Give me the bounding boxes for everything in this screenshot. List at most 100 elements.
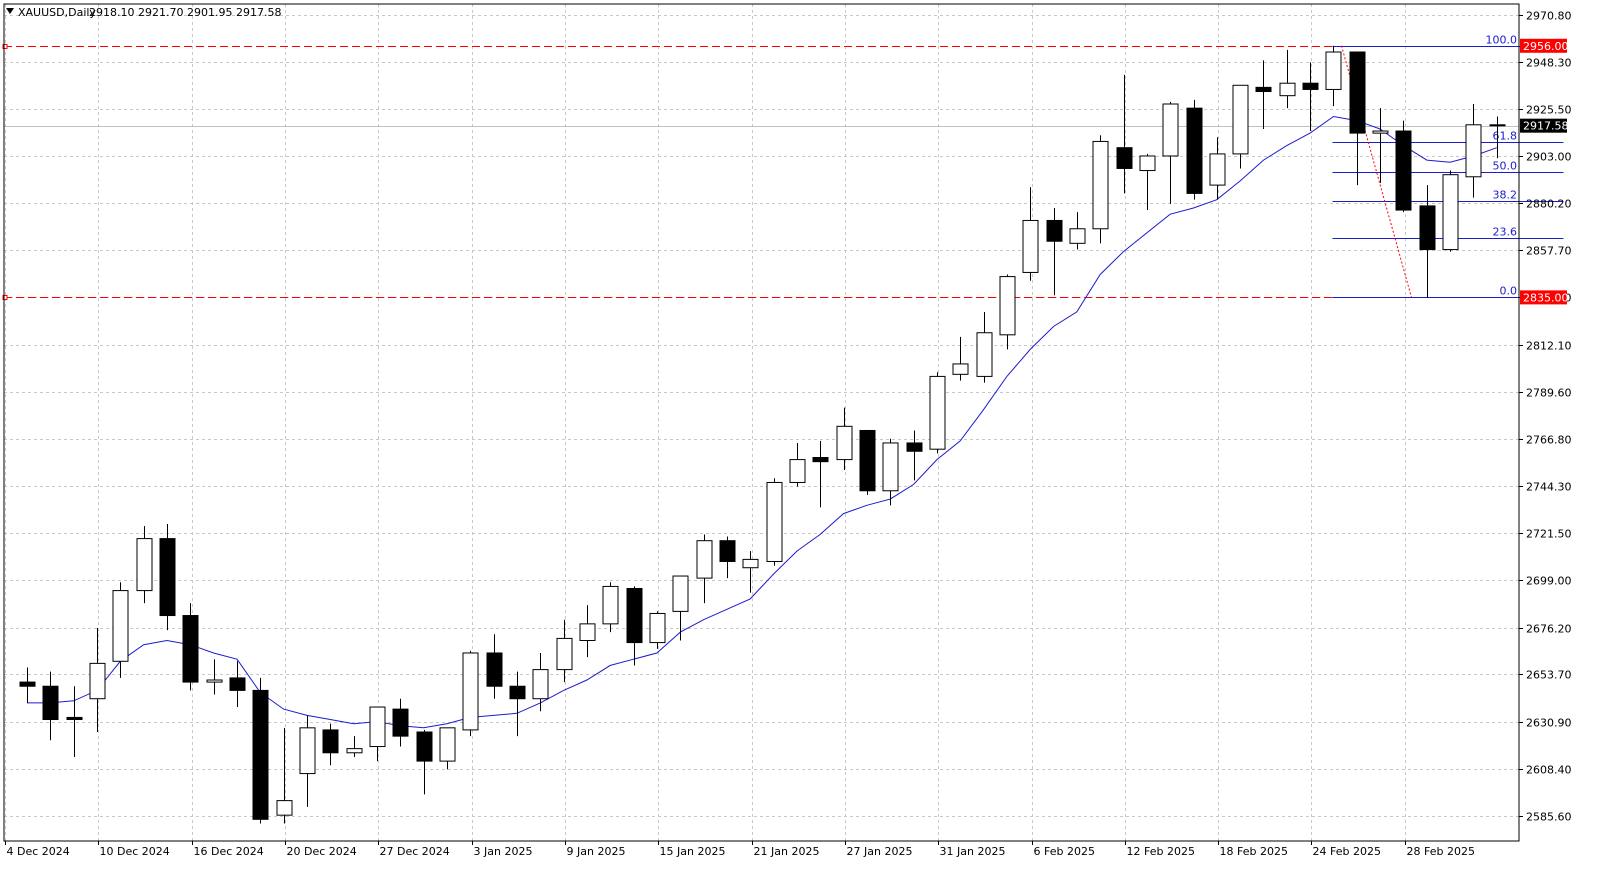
dropdown-triangle-icon[interactable] (6, 8, 14, 14)
candle[interactable] (462, 650, 479, 737)
candle[interactable] (439, 727, 456, 770)
candle-body-bear (1419, 205, 1436, 251)
candle[interactable] (392, 698, 409, 747)
candle-body-bear (1395, 130, 1412, 211)
candle[interactable] (766, 478, 783, 566)
candle[interactable] (1209, 137, 1226, 200)
y-tick-label: 2676.20 (1526, 623, 1572, 636)
x-tick-label: 4 Dec 2024 (7, 845, 70, 858)
candle-body-bull (276, 800, 293, 816)
candle[interactable] (696, 534, 713, 604)
candle[interactable] (742, 551, 759, 593)
candle-body-bull (1022, 219, 1039, 273)
level-price-tag-label: 2835.00 (1523, 291, 1569, 304)
candle[interactable] (19, 667, 36, 703)
candle[interactable] (1046, 207, 1063, 296)
candle[interactable] (602, 582, 619, 633)
y-tick-label: 2948.30 (1526, 57, 1572, 70)
candle[interactable] (276, 727, 293, 824)
candle[interactable] (672, 575, 689, 641)
fib-trend-line (1340, 45, 1412, 298)
candle[interactable] (112, 582, 129, 678)
candle[interactable] (812, 440, 829, 508)
level-anchor (2, 295, 8, 300)
candle[interactable] (789, 442, 806, 487)
candle-body-bear (509, 685, 526, 700)
level-price-tag-background (1520, 38, 1567, 53)
level-price-tag: 2835.00 (1520, 290, 1569, 305)
candle[interactable] (719, 536, 736, 579)
y-tick-label: 2812.10 (1526, 340, 1572, 353)
candle[interactable] (322, 723, 339, 766)
candle[interactable] (906, 430, 923, 481)
candle[interactable] (1489, 116, 1506, 159)
candle-body-bull (1465, 124, 1482, 178)
candle[interactable] (369, 706, 386, 762)
candle[interactable] (1069, 212, 1086, 250)
candle[interactable] (999, 274, 1016, 350)
candle[interactable] (556, 619, 573, 683)
candle[interactable] (1419, 185, 1436, 298)
candles[interactable] (19, 45, 1506, 824)
candle[interactable] (1349, 51, 1366, 186)
candle[interactable] (1465, 104, 1482, 198)
candle[interactable] (836, 407, 853, 470)
candle[interactable] (1279, 49, 1296, 109)
candle[interactable] (1255, 60, 1272, 129)
candle[interactable] (649, 611, 666, 649)
y-tick-label: 2721.50 (1526, 528, 1572, 541)
candle-body-bull (1209, 153, 1226, 186)
candle-body-bear (1116, 147, 1133, 169)
candle[interactable] (532, 652, 549, 712)
candle-body-bear (486, 652, 503, 687)
candle[interactable] (206, 659, 223, 695)
candle[interactable] (1116, 74, 1133, 194)
candle-body-bear (19, 681, 36, 687)
candle[interactable] (1186, 99, 1203, 200)
candle[interactable] (626, 586, 643, 666)
candle[interactable] (159, 524, 176, 631)
x-tick-label: 10 Dec 2024 (100, 845, 170, 858)
candle-body-bull (672, 575, 689, 612)
candle-body-bear (1186, 107, 1203, 194)
candle[interactable] (976, 311, 993, 383)
y-tick-label: 2766.80 (1526, 434, 1572, 447)
candle[interactable] (1139, 153, 1156, 211)
candle[interactable] (952, 336, 969, 381)
candle[interactable] (182, 603, 199, 691)
candle[interactable] (416, 729, 433, 795)
candle[interactable] (882, 438, 899, 506)
fib-level-label: 0.0 (1500, 285, 1518, 298)
candle[interactable] (1325, 45, 1342, 107)
candle-body-bull (1489, 124, 1506, 127)
candle[interactable] (1022, 187, 1039, 281)
candle[interactable] (89, 628, 106, 732)
candle[interactable] (1395, 120, 1412, 213)
candle[interactable] (42, 671, 59, 741)
candle[interactable] (252, 677, 269, 824)
candle[interactable] (929, 372, 946, 454)
candle[interactable] (136, 526, 153, 604)
candle[interactable] (1302, 62, 1319, 132)
candle[interactable] (509, 671, 526, 737)
candle[interactable] (299, 715, 316, 807)
candle[interactable] (346, 736, 363, 757)
candle[interactable] (229, 661, 246, 708)
candle[interactable] (1372, 108, 1389, 184)
candle-body-bull (1162, 103, 1179, 157)
candle[interactable] (1092, 135, 1109, 244)
candle[interactable] (859, 429, 876, 495)
candle[interactable] (486, 634, 503, 699)
candle-body-bull (579, 623, 596, 641)
candle-body-bear (322, 729, 339, 754)
y-tick-label: 2653.70 (1526, 669, 1572, 682)
candle[interactable] (66, 686, 83, 757)
current-price-tag: 2917.58 (1520, 118, 1569, 133)
candle[interactable] (1232, 84, 1249, 169)
candle[interactable] (1162, 101, 1179, 204)
candle[interactable] (1442, 170, 1459, 252)
candle[interactable] (579, 605, 596, 658)
candle-body-bull (556, 637, 573, 671)
y-tick-label: 2789.60 (1526, 387, 1572, 400)
